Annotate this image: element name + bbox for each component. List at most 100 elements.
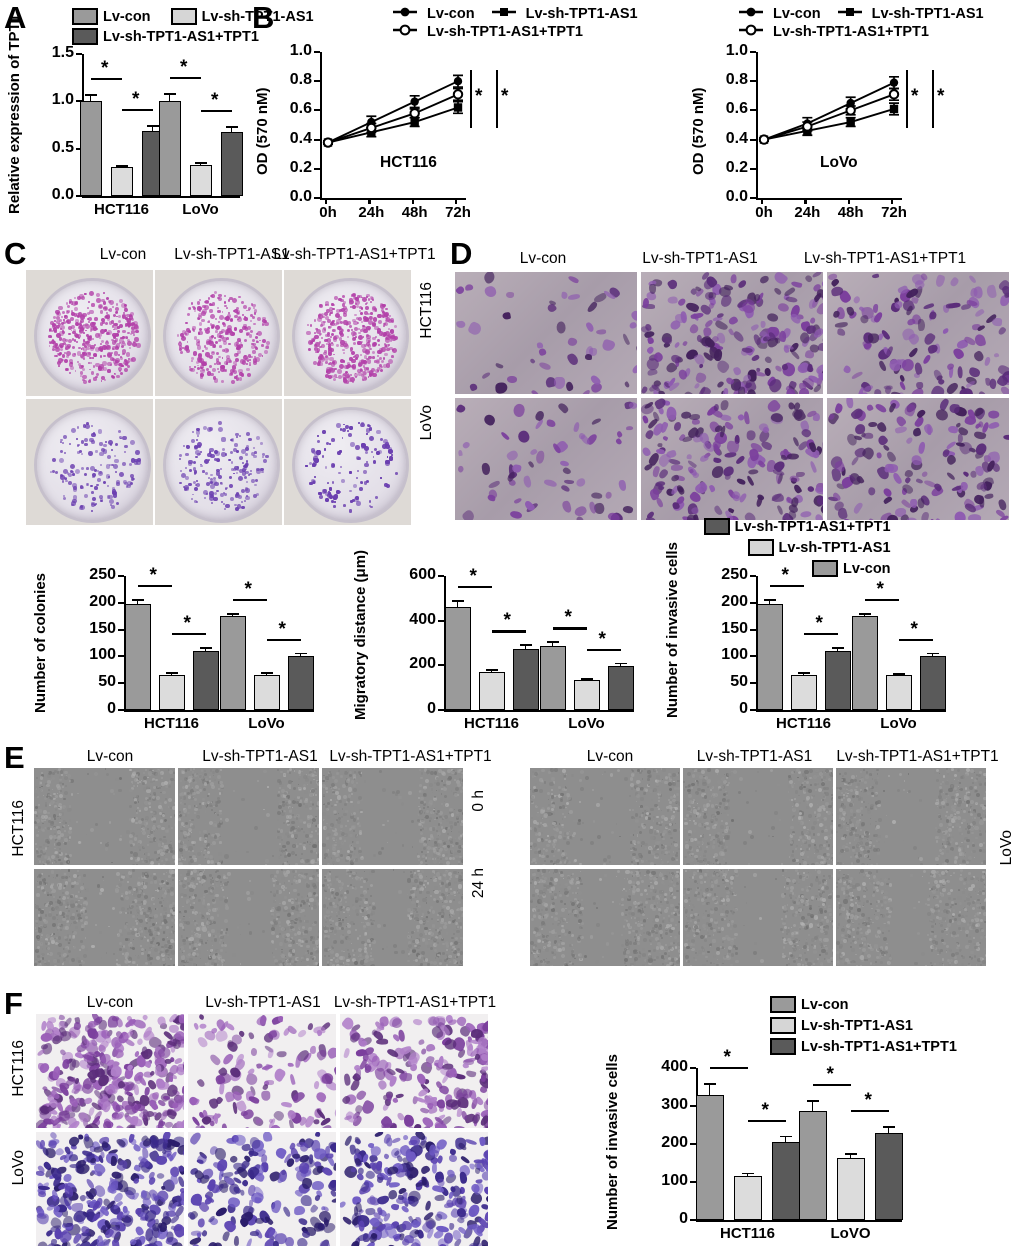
x-axis-line [82,196,240,199]
data-point-resc [888,89,900,100]
y-tick-label: 150 [58,620,116,637]
legend-swatch-lv-sh-f [770,1017,796,1034]
error-bar-cap [797,672,810,675]
bar-lovo-sh [189,164,212,196]
micrograph-tile [455,398,637,520]
colony-plate-tile [155,399,282,525]
y-tick [76,147,82,150]
y-tick [76,53,82,55]
panel-e-right-row-label: LoVo [998,830,1016,865]
legend-label-lv-sh-f: Lv-sh-TPT1-AS1 [801,1018,913,1034]
legend-swatch-lv-resc-f [770,1038,796,1055]
error-bar-cap [294,652,307,655]
legend-marker-filled-square [837,8,862,16]
legend-label-lv-sh-b2: Lv-sh-TPT1-AS1 [872,6,984,22]
error-bar [204,647,207,652]
bar-lovo-resc [919,655,946,710]
significance-bar [491,630,526,633]
error-bar [784,1135,787,1142]
panel-e-right-col-header-1: Lv-sh-TPT1-AS1 [672,748,837,766]
legend-label-lv-con-b2: Lv-con [773,6,821,22]
x-axis-line [320,198,466,201]
x-axis-label: 24h [341,204,401,221]
bar-hct116-con [756,603,783,710]
error-bar-cap [519,644,532,647]
x-axis-label: LoVo [207,715,327,732]
y-tick-label: 150 [690,620,748,637]
micrograph-tile [455,272,637,394]
data-point-sh [410,117,419,127]
significance-star: * [724,1048,731,1067]
y-tick [750,197,756,199]
bar-lovo-resc [607,666,634,710]
data-point-resc [802,121,813,132]
micrograph-tile [641,398,823,520]
bar-hct116-sh [110,166,133,196]
significance-bar [137,585,172,588]
x-axis-label: 72h [428,204,488,221]
y-tick-label: 600 [378,567,436,583]
micrograph-tile [827,398,1009,520]
micrograph-tile [340,1132,488,1246]
error-bar-cap [546,641,559,644]
error-bar-cap [84,93,97,96]
error-bar-cap [580,678,593,681]
panel-c-row-label-lovo: LoVo [418,405,436,440]
y-tick-label: 50 [58,674,116,690]
significance-bar [898,638,933,641]
line-sh [763,108,895,141]
significance-star: * [565,608,572,627]
x-axis-label: 0h [298,204,358,221]
panel-b-letter: B [252,2,274,33]
bar-hct116-con [79,101,102,196]
y-tick-label: 0.0 [262,189,312,205]
error-bar-cap [199,647,212,650]
y-tick-label: 0.0 [698,189,748,205]
y-tick-label: 0 [378,701,436,717]
y-tick-label: 100 [630,1173,688,1189]
wound-healing-tile [178,869,319,966]
micrograph-tile [340,1014,488,1128]
legend-marker-open-circle [393,24,417,36]
y-tick [118,709,124,711]
legend-swatch-lv-con [72,8,98,25]
significance-star: * [132,90,139,109]
error-bar [849,1153,852,1159]
error-bar [136,599,139,604]
error-bar-cap [831,647,844,650]
data-point-sh [846,117,855,127]
x-axis-label: 0h [734,204,794,221]
significance-star: * [599,630,606,649]
legend-swatch-lv-resc [72,28,98,45]
error-bar-cap [451,600,464,602]
colonies-chart: Number of colonies 0 50 100 150 200 250 * * * * HC… [28,566,328,738]
bar-lovo-sh [885,675,912,710]
bar-hct116-sh [478,672,505,710]
panel-f-micrograph-grid [36,1014,488,1250]
x-axis-label: 48h [821,204,881,221]
error-bar [551,641,554,647]
error-bar-cap [260,672,273,675]
x-axis-label: LoVo [839,715,959,732]
line-series-group [758,75,900,145]
y-tick [76,100,82,103]
x-axis-line [696,1220,902,1223]
panel-e-left-col-header-2: Lv-sh-TPT1-AS1+TPT1 [318,748,503,766]
y-tick [750,601,756,604]
significance-star: * [911,87,918,106]
significance-star: * [475,87,482,106]
bar-lovo-con [158,101,181,196]
y-tick [750,51,756,53]
x-axis-label: HCT116 [62,201,182,218]
y-tick [118,575,124,577]
legend-marker-filled-circle [393,7,417,17]
error-bar-cap [882,1125,895,1128]
significance-bar [709,1067,748,1070]
line-con [327,80,459,144]
y-tick-label: 100 [690,647,748,663]
error-bar-cap [115,164,128,167]
x-axis-line [444,710,634,713]
wound-healing-tile [683,869,833,966]
x-tick [455,198,458,204]
significance-star: * [150,566,157,585]
